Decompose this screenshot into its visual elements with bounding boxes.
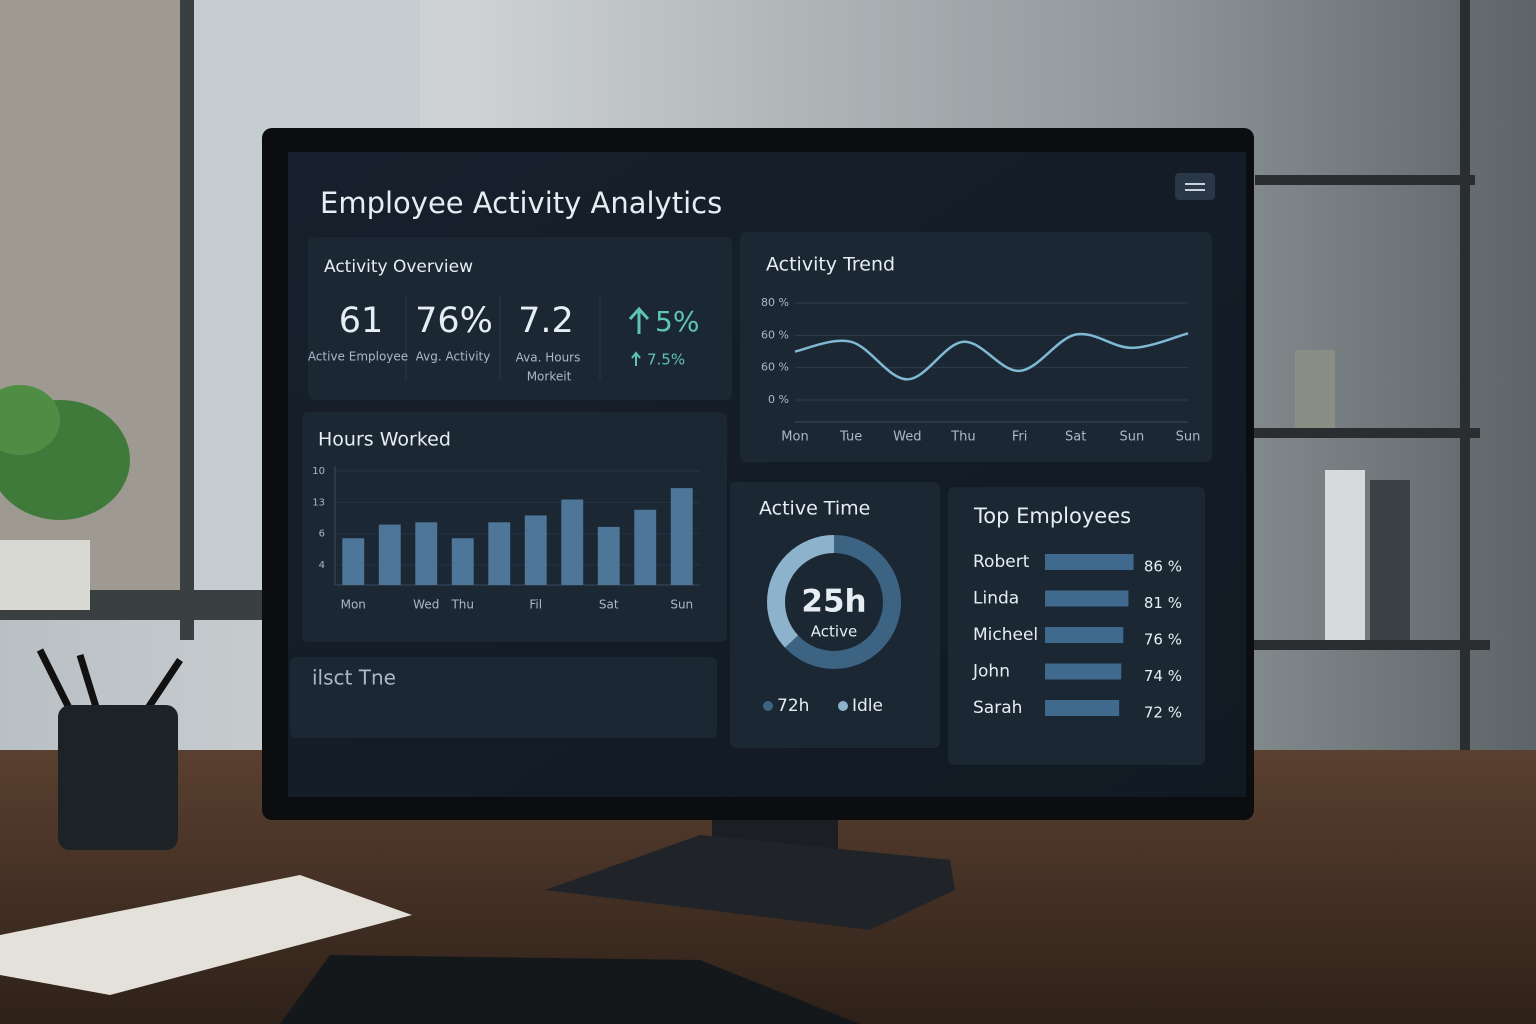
x-tick-label: Sat [599, 598, 619, 612]
y-axis-label: 0 % [768, 393, 789, 406]
x-tick-label: Sun [1119, 430, 1144, 445]
donut-center-value: 25h [801, 584, 866, 620]
shelf [1250, 0, 1490, 900]
bar [451, 538, 474, 585]
legend-dot [838, 701, 848, 711]
panel-title: Top Employees [973, 504, 1131, 528]
stat-label: Avg. Activity [416, 350, 491, 364]
dashboard-title: Employee Activity Analytics [320, 186, 722, 220]
x-tick-label: Wed [413, 598, 439, 612]
pen-cup [36, 648, 183, 850]
employee-bar [1045, 663, 1122, 680]
y-axis-label: 10 [312, 466, 325, 477]
y-axis-label: 13 [312, 497, 325, 508]
x-tick-label: Tue [839, 430, 862, 445]
legend-label: 72h [777, 696, 809, 716]
x-tick-label: Mon [781, 430, 808, 445]
x-tick-label: Mon [341, 598, 366, 612]
x-tick-label: Thu [450, 598, 474, 612]
stat-label: Morkeit [527, 370, 572, 384]
y-axis-label: 80 % [761, 296, 789, 309]
employee-bar [1045, 700, 1120, 716]
bar [561, 499, 584, 585]
x-tick-label: Fri [1012, 430, 1028, 445]
legend-label: Idle [852, 696, 883, 716]
stat-label: Ava. Hours [516, 351, 581, 365]
y-axis-label: 60 % [761, 361, 789, 374]
panels [290, 232, 1212, 765]
employee-value: 72 % [1144, 704, 1182, 722]
x-tick-label: Sun [1176, 430, 1201, 445]
panel-title: Activity Overview [324, 257, 473, 277]
stat-change: 5% [655, 305, 699, 338]
donut-center-label: Active [811, 623, 857, 641]
employee-value: 76 % [1144, 631, 1182, 649]
stat-value: 7.2 [518, 301, 574, 341]
trend-line [794, 332, 1189, 381]
stat-value: 61 [339, 301, 384, 341]
employee-bar [1045, 590, 1129, 607]
employee-value: 74 % [1144, 667, 1182, 685]
panel-title: Activity Trend [766, 254, 895, 276]
stat-label: Active Employee [308, 350, 408, 364]
employee-value: 81 % [1144, 594, 1182, 612]
menu-button[interactable] [1175, 173, 1215, 200]
x-tick-label: Sun [670, 598, 693, 612]
bar [597, 526, 620, 585]
panel-title: Hours Worked [318, 429, 451, 451]
employee-name: Sarah [973, 698, 1022, 718]
bar [670, 488, 693, 585]
employee-bar [1045, 627, 1124, 643]
bar [415, 522, 438, 585]
x-tick-label: Wed [893, 430, 921, 445]
y-axis-label: 6 [319, 529, 325, 540]
up-arrow-icon [628, 306, 650, 366]
stat-value: 76% [415, 301, 493, 341]
panel-title: ilsct Tne [312, 666, 396, 690]
bar [378, 524, 401, 585]
bar [524, 515, 547, 585]
donut-segment [767, 535, 901, 669]
stat-change-note: 7.5% [647, 351, 685, 369]
bar [488, 522, 511, 585]
y-axis-label: 60 % [761, 328, 789, 341]
plant [0, 385, 130, 610]
employee-bar [1045, 554, 1134, 570]
employee-name: Linda [973, 589, 1019, 609]
bar [634, 509, 657, 585]
x-tick-label: Sat [1065, 430, 1086, 445]
notebook [0, 875, 412, 995]
overview-dividers [405, 295, 601, 380]
x-tick-label: Fil [529, 598, 542, 612]
employee-name: Robert [973, 552, 1030, 572]
panel-title: Active Time [759, 498, 870, 520]
x-tick-label: Thu [950, 430, 975, 445]
keyboard [280, 955, 860, 1024]
window-frame [180, 0, 194, 640]
y-axis-label: 4 [319, 560, 325, 571]
employee-value: 86 % [1144, 558, 1182, 576]
bar [342, 538, 365, 585]
employee-name: Micheel [973, 625, 1038, 645]
employee-name: John [972, 662, 1010, 682]
legend-dot [763, 701, 773, 711]
